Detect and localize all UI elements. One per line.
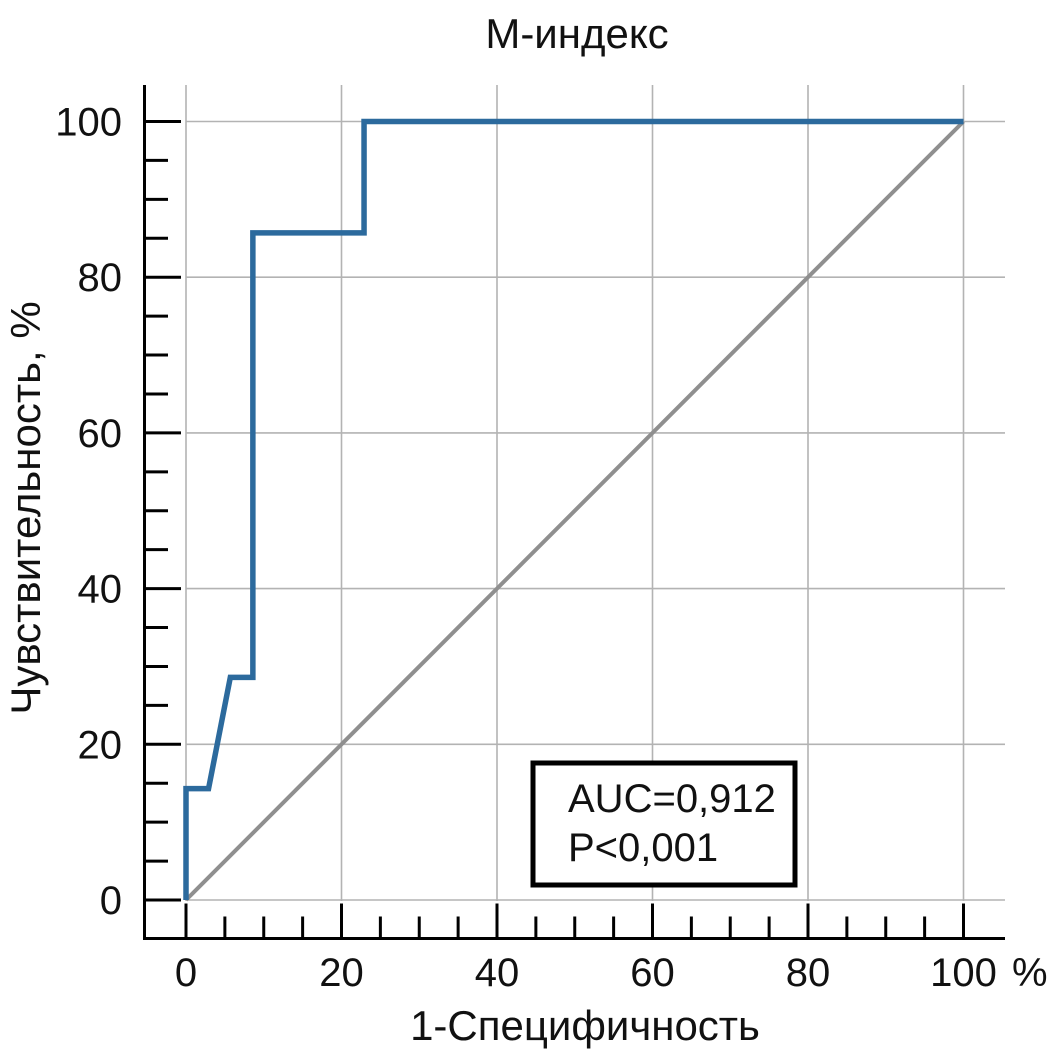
y-axis-label: Чувствительность, % bbox=[2, 301, 49, 714]
roc-curve-line bbox=[183, 118, 964, 900]
diagonal-reference-line bbox=[184, 120, 965, 902]
y-tick-label: 60 bbox=[78, 412, 123, 456]
x-axis-label: 1-Специфичность bbox=[410, 1002, 760, 1049]
y-tick-label: 20 bbox=[78, 723, 123, 767]
auc-annotation-box: AUC=0,912 P<0,001 bbox=[530, 760, 798, 888]
x-tick-label: 0 bbox=[175, 951, 197, 995]
x-tick-label: 80 bbox=[786, 951, 831, 995]
axis-ticks bbox=[144, 120, 965, 939]
y-tick-label: 0 bbox=[100, 879, 122, 923]
y-tick-label: 80 bbox=[78, 256, 123, 300]
x-tick-label: 60 bbox=[630, 951, 675, 995]
annotation-border bbox=[530, 760, 798, 888]
tick-labels: 0 20 40 60 80 100 0 20 40 60 80 100 bbox=[55, 101, 997, 996]
x-tick-label: 100 bbox=[930, 951, 997, 995]
auc-value-text: AUC=0,912 bbox=[568, 777, 776, 821]
x-axis-unit-label: % bbox=[1012, 951, 1048, 995]
series-lines bbox=[183, 118, 965, 902]
chart-title: М-индекс bbox=[485, 10, 668, 57]
y-tick-label: 100 bbox=[55, 101, 122, 145]
gridlines bbox=[185, 85, 1005, 901]
x-tick-label: 40 bbox=[475, 951, 520, 995]
p-value-text: P<0,001 bbox=[568, 826, 718, 870]
y-tick-label: 40 bbox=[78, 568, 123, 612]
x-tick-label: 20 bbox=[319, 951, 364, 995]
